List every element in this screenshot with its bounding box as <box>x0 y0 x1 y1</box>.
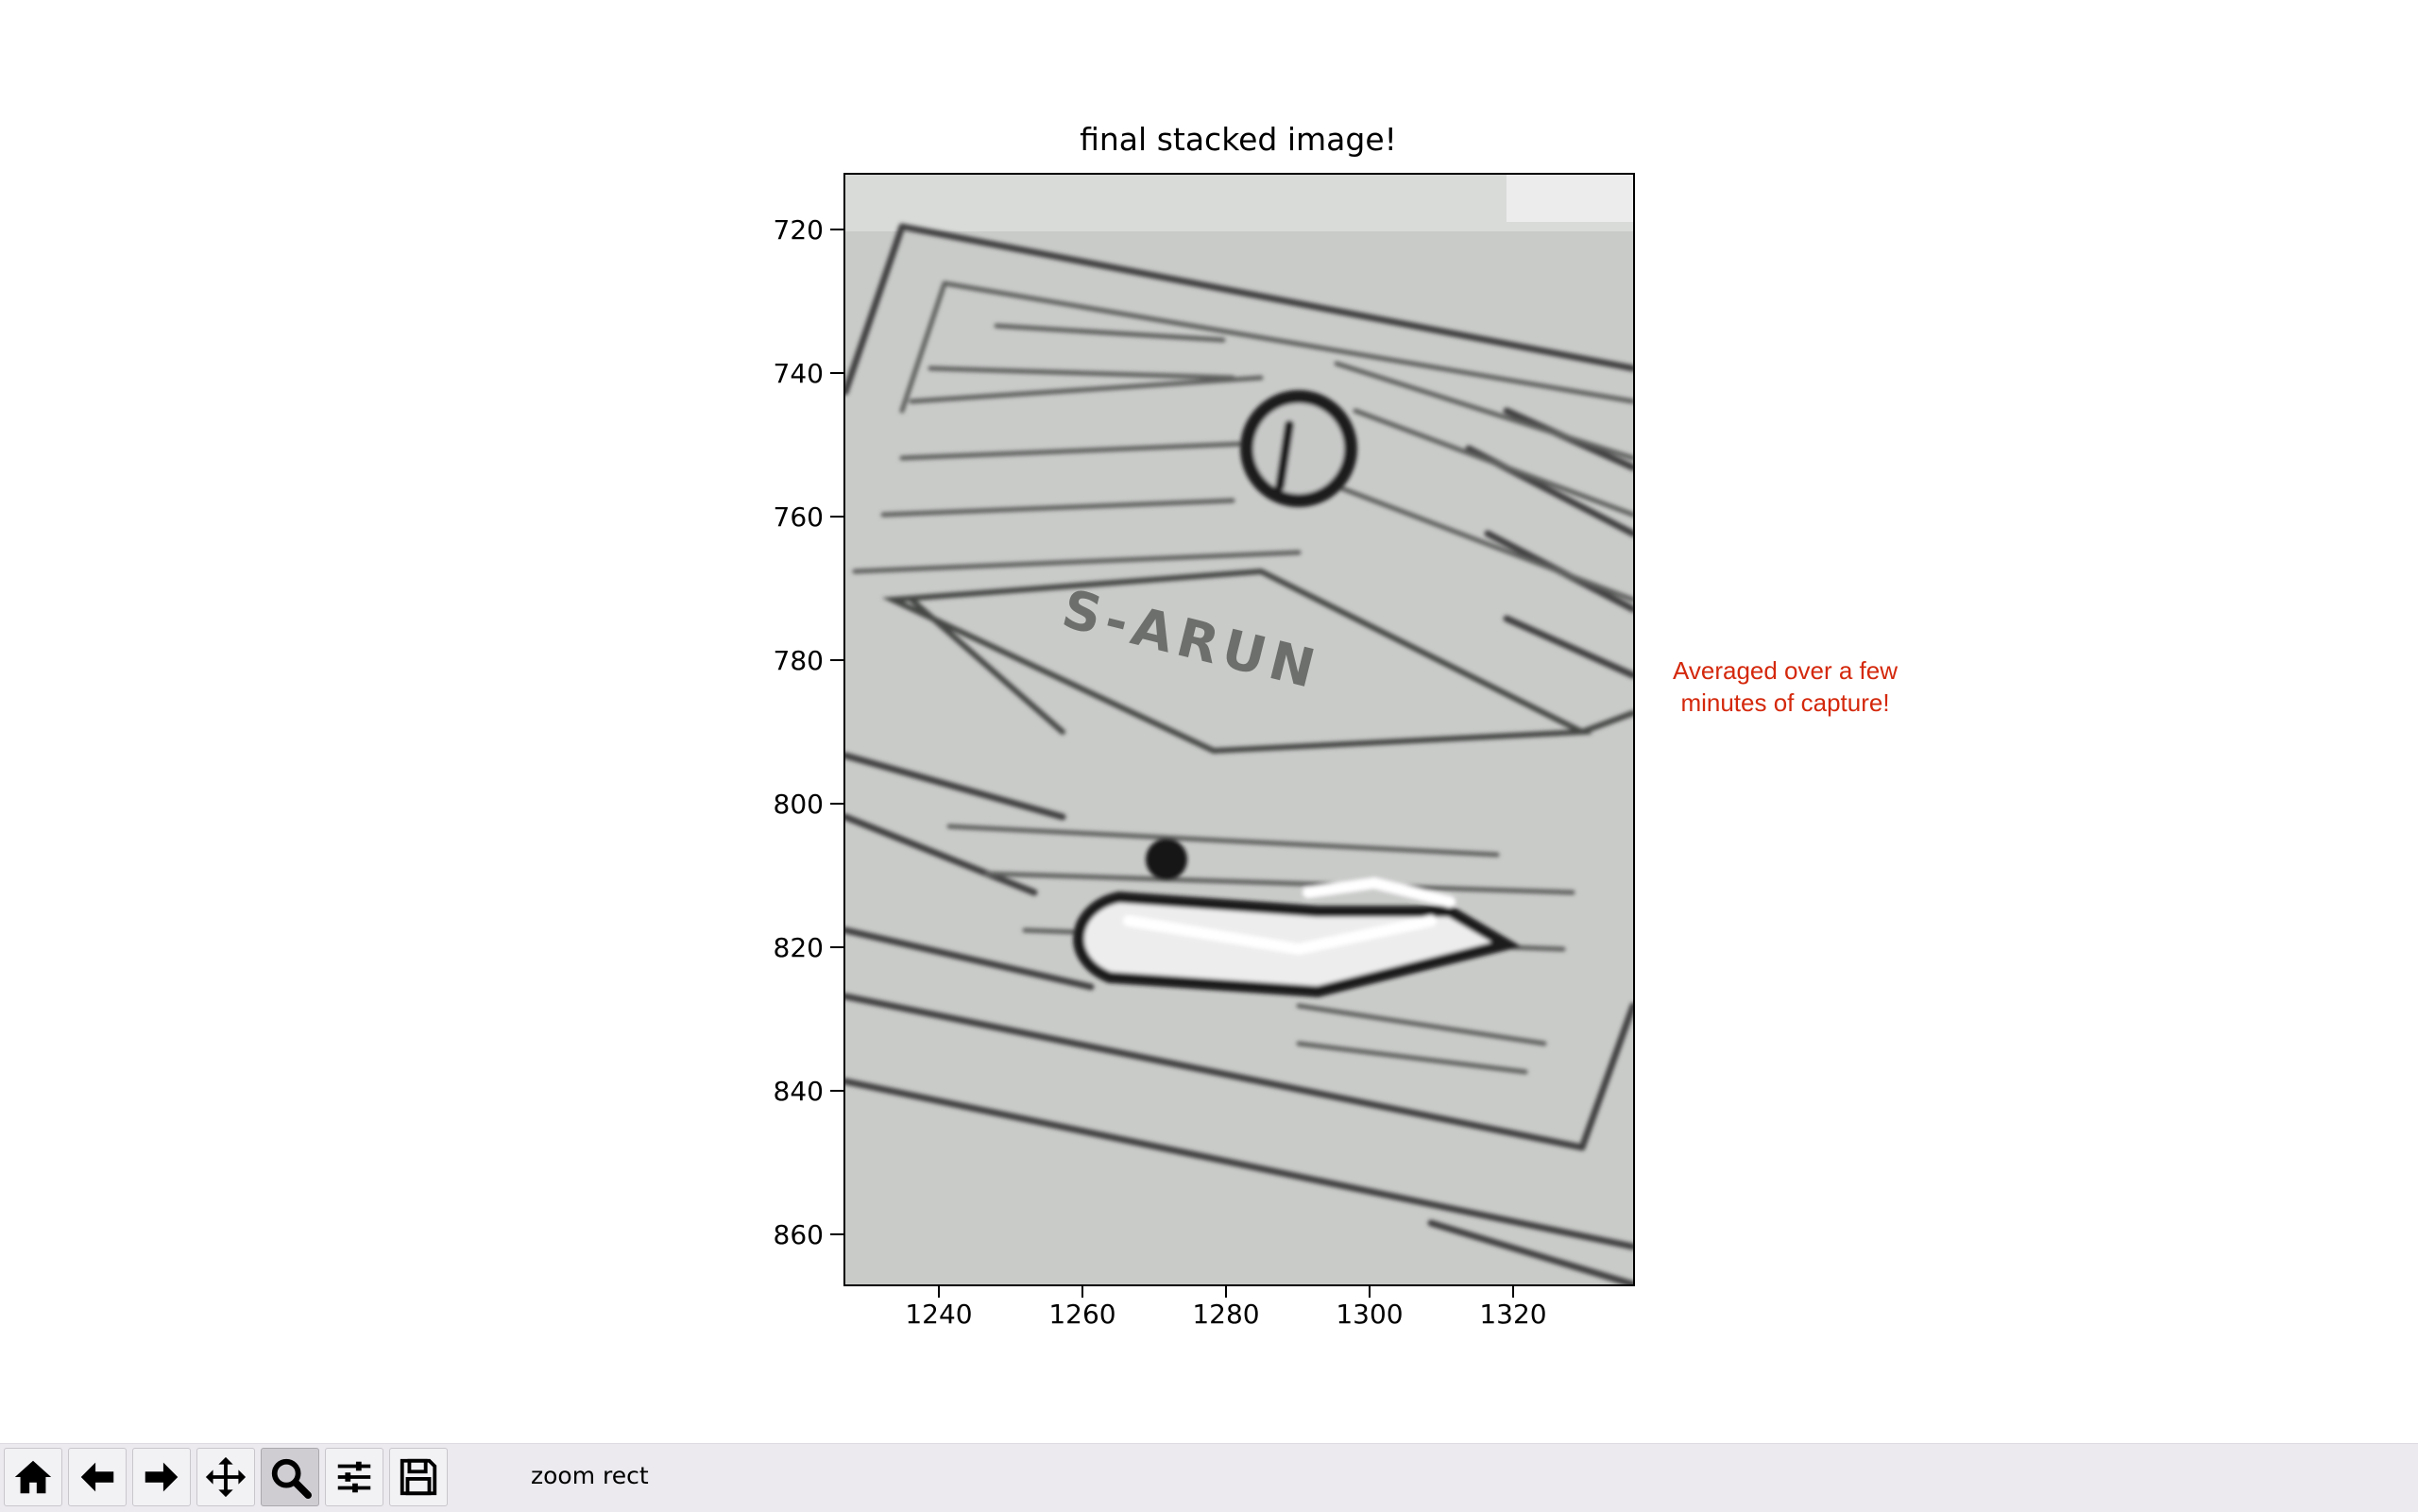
x-tick-mark <box>938 1284 940 1298</box>
x-tick-label: 1260 <box>1048 1299 1116 1330</box>
x-tick-label: 1300 <box>1336 1299 1404 1330</box>
x-tick-label: 1320 <box>1479 1299 1547 1330</box>
configure-subplots-button[interactable] <box>325 1448 383 1506</box>
back-button[interactable] <box>68 1448 127 1506</box>
x-tick-mark <box>1512 1284 1514 1298</box>
y-tick-mark <box>830 803 843 805</box>
y-tick-mark <box>830 372 843 374</box>
navigation-toolbar <box>0 1443 2418 1512</box>
move-icon <box>205 1456 247 1498</box>
y-tick-label: 760 <box>773 501 824 533</box>
zoom-button[interactable] <box>261 1448 319 1506</box>
figure-canvas: final stacked image! <box>773 121 1898 1330</box>
sliders-icon <box>337 1461 371 1493</box>
magnifier-icon <box>271 1458 312 1499</box>
y-tick-mark <box>830 659 843 661</box>
y-tick-label: 780 <box>773 645 824 676</box>
home-button[interactable] <box>4 1448 62 1506</box>
x-tick-mark <box>1081 1284 1083 1298</box>
floppy-disk-icon <box>400 1458 437 1496</box>
y-tick-label: 860 <box>773 1219 824 1250</box>
y-tick-mark <box>830 946 843 948</box>
status-message: zoom rect <box>531 1462 649 1489</box>
stacked-image: S-ARUN <box>845 175 1633 1284</box>
x-tick-mark <box>1369 1284 1371 1298</box>
x-tick-label: 1240 <box>905 1299 973 1330</box>
y-tick-mark <box>830 1233 843 1235</box>
y-tick-label: 820 <box>773 932 824 963</box>
y-tick-label: 840 <box>773 1076 824 1107</box>
y-tick-label: 740 <box>773 358 824 389</box>
x-tick-mark <box>1225 1284 1227 1298</box>
annotation-text: Averaged over a few minutes of capture! <box>1673 656 1898 717</box>
y-tick-label: 800 <box>773 789 824 820</box>
y-tick-mark <box>830 229 843 230</box>
y-tick-mark <box>830 1090 843 1092</box>
home-icon <box>14 1460 52 1494</box>
arrow-left-icon <box>80 1462 114 1492</box>
pan-button[interactable] <box>196 1448 255 1506</box>
y-tick-mark <box>830 516 843 518</box>
y-tick-label: 720 <box>773 214 824 246</box>
plot-title: final stacked image! <box>1080 121 1397 158</box>
arrow-right-icon <box>145 1462 179 1492</box>
save-button[interactable] <box>389 1448 448 1506</box>
x-tick-label: 1280 <box>1192 1299 1260 1330</box>
image-axes[interactable]: S-ARUN <box>843 173 1635 1286</box>
forward-button[interactable] <box>132 1448 191 1506</box>
